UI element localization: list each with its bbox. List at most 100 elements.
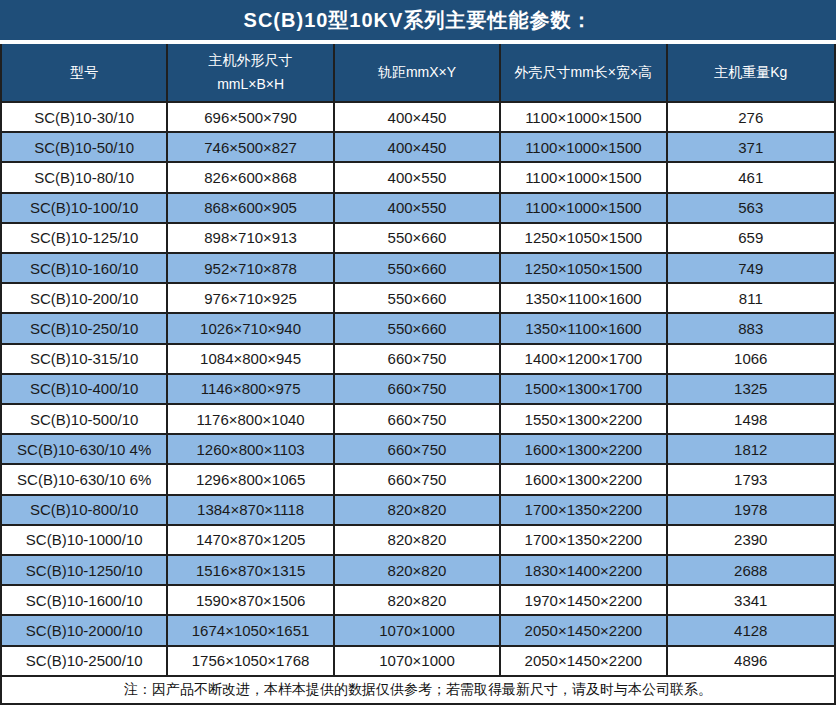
cell-main-dimensions: 1296×800×1065 [168, 465, 334, 493]
table-row: SC(B)10-100/10868×600×905400×5501100×100… [2, 192, 834, 222]
cell-model: SC(B)10-160/10 [2, 254, 168, 282]
cell-track-gauge: 820×820 [335, 556, 501, 584]
cell-shell-dimensions: 1100×1000×1500 [501, 103, 667, 131]
column-header-weight: 主机重量Kg [668, 44, 834, 101]
table-row: SC(B)10-400/101146×800×975660×7501500×13… [2, 373, 834, 403]
table-body: SC(B)10-30/10696×500×790400×4501100×1000… [0, 101, 836, 675]
cell-track-gauge: 1070×1000 [335, 647, 501, 675]
cell-weight: 749 [668, 254, 834, 282]
cell-model: SC(B)10-2500/10 [2, 647, 168, 675]
cell-main-dimensions: 898×710×913 [168, 224, 334, 252]
cell-weight: 563 [668, 194, 834, 222]
cell-model: SC(B)10-200/10 [2, 284, 168, 312]
cell-main-dimensions: 1146×800×975 [168, 375, 334, 403]
cell-weight: 2688 [668, 556, 834, 584]
cell-model: SC(B)10-250/10 [2, 314, 168, 342]
table-row: SC(B)10-250/101026×710×940550×6601350×11… [2, 312, 834, 342]
cell-main-dimensions: 952×710×878 [168, 254, 334, 282]
table-row: SC(B)10-800/101384×870×1118820×8201700×1… [2, 494, 834, 524]
column-header-track-gauge: 轨距mmX×Y [335, 44, 501, 101]
cell-track-gauge: 660×750 [335, 375, 501, 403]
cell-model: SC(B)10-80/10 [2, 163, 168, 191]
cell-track-gauge: 400×550 [335, 163, 501, 191]
cell-main-dimensions: 1674×1050×1651 [168, 616, 334, 644]
cell-track-gauge: 550×660 [335, 254, 501, 282]
cell-shell-dimensions: 1350×1100×1600 [501, 314, 667, 342]
cell-main-dimensions: 1176×800×1040 [168, 405, 334, 433]
table-row: SC(B)10-630/10 4%1260×800×1103660×750160… [2, 433, 834, 463]
table-header-row: 型号 主机外形尺寸 mmL×B×H 轨距mmX×Y 外壳尺寸mm长×宽×高 主机… [0, 44, 836, 101]
cell-weight: 1498 [668, 405, 834, 433]
cell-track-gauge: 820×820 [335, 526, 501, 554]
cell-main-dimensions: 696×500×790 [168, 103, 334, 131]
table-row: SC(B)10-160/10952×710×878550×6601250×105… [2, 252, 834, 282]
table-row: SC(B)10-1000/101470×870×1205820×8201700×… [2, 524, 834, 554]
cell-weight: 1066 [668, 345, 834, 373]
cell-weight: 4896 [668, 647, 834, 675]
cell-track-gauge: 660×750 [335, 345, 501, 373]
cell-shell-dimensions: 1600×1300×2200 [501, 435, 667, 463]
cell-model: SC(B)10-2000/10 [2, 616, 168, 644]
cell-model: SC(B)10-500/10 [2, 405, 168, 433]
table-row: SC(B)10-80/10826×600×868400×5501100×1000… [2, 161, 834, 191]
cell-weight: 1812 [668, 435, 834, 463]
cell-weight: 371 [668, 133, 834, 161]
cell-model: SC(B)10-100/10 [2, 194, 168, 222]
cell-model: SC(B)10-400/10 [2, 375, 168, 403]
cell-weight: 1793 [668, 465, 834, 493]
cell-model: SC(B)10-630/10 4% [2, 435, 168, 463]
cell-track-gauge: 660×750 [335, 465, 501, 493]
cell-track-gauge: 400×550 [335, 194, 501, 222]
cell-model: SC(B)10-315/10 [2, 345, 168, 373]
cell-weight: 659 [668, 224, 834, 252]
cell-model: SC(B)10-30/10 [2, 103, 168, 131]
column-header-shell-dimensions: 外壳尺寸mm长×宽×高 [501, 44, 667, 101]
cell-main-dimensions: 976×710×925 [168, 284, 334, 312]
cell-main-dimensions: 1384×870×1118 [168, 496, 334, 524]
cell-weight: 2390 [668, 526, 834, 554]
cell-model: SC(B)10-800/10 [2, 496, 168, 524]
cell-track-gauge: 550×660 [335, 314, 501, 342]
cell-track-gauge: 1070×1000 [335, 616, 501, 644]
cell-shell-dimensions: 1700×1350×2200 [501, 526, 667, 554]
cell-weight: 4128 [668, 616, 834, 644]
cell-shell-dimensions: 1250×1050×1500 [501, 224, 667, 252]
table-row: SC(B)10-125/10898×710×913550×6601250×105… [2, 222, 834, 252]
page-title: SC(B)10型10KV系列主要性能参数： [0, 0, 836, 40]
cell-shell-dimensions: 1700×1350×2200 [501, 496, 667, 524]
column-header-main-dimensions: 主机外形尺寸 mmL×B×H [168, 44, 334, 101]
table-row: SC(B)10-2500/101756×1050×17681070×100020… [2, 645, 834, 675]
cell-model: SC(B)10-1250/10 [2, 556, 168, 584]
cell-main-dimensions: 1590×870×1506 [168, 586, 334, 614]
cell-shell-dimensions: 1400×1200×1700 [501, 345, 667, 373]
cell-track-gauge: 660×750 [335, 405, 501, 433]
cell-weight: 1325 [668, 375, 834, 403]
cell-shell-dimensions: 1100×1000×1500 [501, 163, 667, 191]
cell-weight: 461 [668, 163, 834, 191]
cell-main-dimensions: 1756×1050×1768 [168, 647, 334, 675]
column-header-model: 型号 [2, 44, 168, 101]
cell-shell-dimensions: 1600×1300×2200 [501, 465, 667, 493]
cell-weight: 3341 [668, 586, 834, 614]
table-row: SC(B)10-315/101084×800×945660×7501400×12… [2, 343, 834, 373]
cell-shell-dimensions: 1500×1300×1700 [501, 375, 667, 403]
cell-main-dimensions: 1084×800×945 [168, 345, 334, 373]
table-row: SC(B)10-30/10696×500×790400×4501100×1000… [2, 101, 834, 131]
cell-shell-dimensions: 1250×1050×1500 [501, 254, 667, 282]
table-row: SC(B)10-200/10976×710×925550×6601350×110… [2, 282, 834, 312]
cell-track-gauge: 550×660 [335, 224, 501, 252]
cell-shell-dimensions: 2050×1450×2200 [501, 647, 667, 675]
cell-weight: 811 [668, 284, 834, 312]
cell-main-dimensions: 1516×870×1315 [168, 556, 334, 584]
cell-main-dimensions: 868×600×905 [168, 194, 334, 222]
cell-track-gauge: 660×750 [335, 435, 501, 463]
cell-track-gauge: 400×450 [335, 133, 501, 161]
cell-shell-dimensions: 2050×1450×2200 [501, 616, 667, 644]
table-row: SC(B)10-1600/101590×870×1506820×8201970×… [2, 584, 834, 614]
table-row: SC(B)10-50/10746×500×827400×4501100×1000… [2, 131, 834, 161]
footnote: 注：因产品不断改进，本样本提供的数据仅供参考；若需取得最新尺寸，请及时与本公司联… [0, 675, 836, 705]
table-row: SC(B)10-500/101176×800×1040660×7501550×1… [2, 403, 834, 433]
table-row: SC(B)10-630/10 6%1296×800×1065660×750160… [2, 463, 834, 493]
cell-track-gauge: 820×820 [335, 586, 501, 614]
cell-shell-dimensions: 1100×1000×1500 [501, 194, 667, 222]
